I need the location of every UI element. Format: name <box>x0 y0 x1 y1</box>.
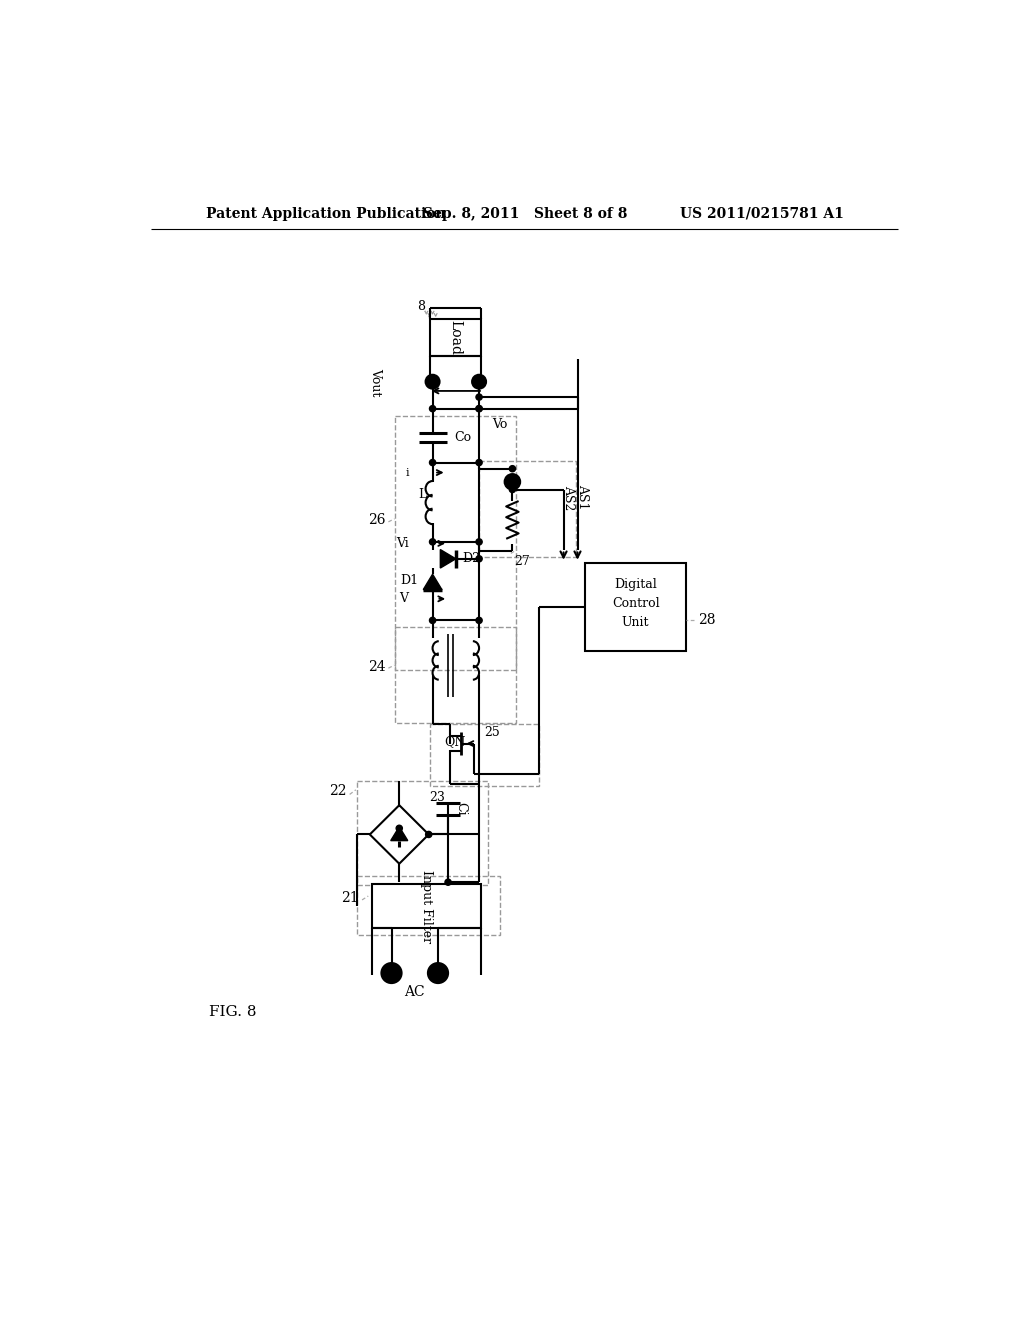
Text: V: V <box>399 593 409 606</box>
Text: US 2011/0215781 A1: US 2011/0215781 A1 <box>680 207 844 220</box>
Circle shape <box>476 393 482 400</box>
Text: Vo: Vo <box>493 417 508 430</box>
Circle shape <box>476 405 482 412</box>
Polygon shape <box>440 549 456 568</box>
Text: D1: D1 <box>400 574 419 587</box>
Circle shape <box>472 375 486 388</box>
Polygon shape <box>391 826 408 841</box>
Text: ~: ~ <box>384 965 398 982</box>
Circle shape <box>505 474 520 490</box>
Circle shape <box>429 539 435 545</box>
Text: AS2: AS2 <box>562 484 574 510</box>
Text: 25: 25 <box>484 726 501 739</box>
Circle shape <box>476 405 482 412</box>
Text: 26: 26 <box>368 513 385 527</box>
Text: 8: 8 <box>417 300 425 313</box>
Text: FIG. 8: FIG. 8 <box>209 1005 257 1019</box>
Circle shape <box>396 825 402 832</box>
Text: Patent Application Publication: Patent Application Publication <box>206 207 445 220</box>
Text: Vout: Vout <box>370 367 383 396</box>
Circle shape <box>476 618 482 623</box>
Bar <box>372 884 480 928</box>
Circle shape <box>429 618 435 623</box>
Bar <box>395 627 515 723</box>
Text: Digital: Digital <box>614 578 657 591</box>
Circle shape <box>476 459 482 466</box>
Circle shape <box>476 539 482 545</box>
Bar <box>586 562 686 651</box>
Text: Load: Load <box>449 319 463 355</box>
Text: Control: Control <box>611 597 659 610</box>
Circle shape <box>381 964 401 983</box>
Text: Unit: Unit <box>622 616 649 630</box>
Circle shape <box>426 832 432 838</box>
Polygon shape <box>423 574 442 590</box>
Circle shape <box>429 405 435 412</box>
Circle shape <box>509 479 515 484</box>
Text: 24: 24 <box>368 660 385 673</box>
Bar <box>430 725 539 785</box>
Text: 22: 22 <box>329 784 346 799</box>
Bar <box>356 876 500 935</box>
Text: QN: QN <box>444 735 466 748</box>
Circle shape <box>429 459 435 466</box>
Text: L: L <box>419 488 427 502</box>
Bar <box>356 780 488 884</box>
Text: AC: AC <box>404 985 425 999</box>
Text: 28: 28 <box>698 614 716 627</box>
Circle shape <box>509 486 515 492</box>
Bar <box>479 461 575 557</box>
Text: Vi: Vi <box>396 537 409 550</box>
Circle shape <box>445 879 452 886</box>
Text: 23: 23 <box>429 791 444 804</box>
Circle shape <box>428 964 449 983</box>
Text: D2: D2 <box>462 552 480 565</box>
Circle shape <box>476 556 482 562</box>
Text: Sep. 8, 2011   Sheet 8 of 8: Sep. 8, 2011 Sheet 8 of 8 <box>423 207 627 220</box>
Text: Co: Co <box>455 430 471 444</box>
Bar <box>430 318 480 355</box>
Text: Input Filter: Input Filter <box>420 870 433 942</box>
Text: 27: 27 <box>514 554 529 568</box>
Circle shape <box>509 466 515 471</box>
Bar <box>395 416 515 671</box>
Text: AS1: AS1 <box>575 484 589 510</box>
Text: Ci: Ci <box>455 803 467 816</box>
Text: 21: 21 <box>341 891 359 904</box>
Circle shape <box>426 375 439 388</box>
Text: i: i <box>406 467 410 478</box>
